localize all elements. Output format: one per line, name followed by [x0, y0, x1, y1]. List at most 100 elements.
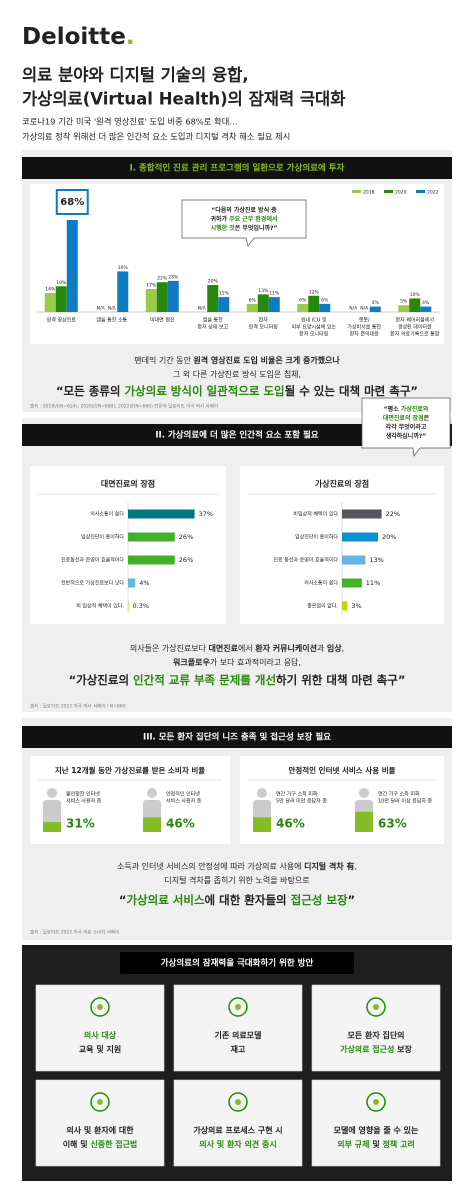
person-head [359, 788, 369, 798]
text-segment: 기존 의료모델 [215, 1030, 262, 1040]
text-segment: 보장 [394, 1044, 412, 1054]
data-label: 13% [369, 556, 383, 564]
data-label: 20% [382, 533, 396, 541]
text-segment: 하기 위한 대책 마련 촉구” [276, 673, 405, 687]
bar [55, 286, 67, 312]
source: 출처 : 2018년(N=624), 2020년(N=680), 2022년(N… [30, 403, 218, 410]
item-label: 서비스 사용자 중 [66, 798, 102, 805]
legend-label: 2020 [395, 190, 407, 196]
quote-text: “가상진료의 인간적 교류 부족 문제를 개선하기 위한 대책 마련 촉구” [69, 673, 406, 687]
question-text: 대면진료의 장점은 [383, 414, 430, 422]
data-label: N/A [97, 306, 106, 312]
text-segment: 대면진료 [209, 643, 239, 653]
category-label: 앱을 통한 소통 [96, 317, 127, 324]
item-value: 63% [378, 817, 407, 831]
card-icon [366, 1092, 386, 1112]
logo: Deloitte. [22, 24, 135, 50]
bar [128, 532, 175, 542]
card-title: 지난 12개월 동안 가상진료를 받은 소비자 비율 [55, 765, 205, 775]
text-segment: “모든 종류의 [56, 384, 124, 398]
legend-swatch [416, 190, 425, 193]
text-segment: 가상의료 방식이 일관적으로 도입 [124, 384, 284, 398]
data-label: 68% [60, 197, 84, 208]
title: 의료 분야와 디지털 기술의 융합, [22, 65, 249, 85]
bar [420, 306, 432, 312]
data-label: 3% [351, 602, 361, 610]
text-segment: 교육 및 지원 [79, 1044, 121, 1054]
text-segment: 그 외 다른 가상진료 방식 도입은 침체, [173, 369, 301, 379]
speech-bubble [361, 397, 451, 457]
question-text: “평소 가상진료와 [384, 405, 429, 413]
text-segment: 신중한 접근법 [90, 1139, 137, 1149]
category-label: 의사소통이 쉽다 [90, 511, 124, 518]
question-text: 귀하가 주요 근무 환경에서 [211, 215, 278, 223]
category-label: 챗봇/ [359, 317, 370, 324]
section-title: 가상의료의 잠재력을 극대화하기 위한 방안 [161, 958, 314, 969]
card [35, 1079, 165, 1167]
bar [268, 297, 280, 312]
bar [342, 601, 348, 611]
question-text: 각각 무엇이라고 [386, 423, 427, 431]
question-text: 생각하십니까?” [386, 432, 427, 440]
category-label: 환자 의료기록으로 통합 [390, 331, 440, 338]
data-label: 20% [208, 278, 219, 284]
text-segment: 환자 커뮤니케이션 [255, 643, 317, 653]
item-label: 안정적인 인터넷 [166, 791, 200, 798]
question-text: “다음의 가상진료 방식 중 [211, 206, 277, 214]
card [311, 984, 441, 1072]
text-segment: 에서 [238, 644, 255, 653]
card [311, 1079, 441, 1167]
card-text: 가상의료 프로세스 구현 시 [193, 1125, 282, 1135]
text-segment: 의사 대상 [84, 1030, 117, 1040]
summary-text: 팬데믹 기간 동안 원격 영상진료 도입 비율은 크게 증가했으나 [134, 355, 340, 365]
item-label: 10만 달러 이상 응답자 중 [378, 798, 433, 805]
card-text: 재고 [231, 1044, 246, 1054]
bar [342, 555, 366, 565]
card-icon-dot [373, 1004, 379, 1010]
bar [257, 294, 269, 312]
legend-label: 2022 [427, 190, 439, 196]
data-label: 4% [422, 300, 430, 306]
text-segment: 팬데믹 기간 동안 [134, 355, 193, 365]
category-label: 원격 모니터링 [249, 324, 278, 331]
card-text: 의사 및 환자 의견 중시 [199, 1139, 276, 1149]
text-segment: 귀하가 [211, 215, 230, 223]
data-label: 10% [410, 292, 421, 298]
text-segment: “다음의 가상진료 방식 중 [211, 206, 277, 214]
data-label: 30% [118, 265, 129, 271]
text-segment: 가상진료와 [401, 405, 429, 413]
data-label: 6% [321, 297, 329, 303]
data-label: 37% [199, 510, 213, 518]
legend-label: 2018 [363, 190, 375, 196]
card-icon [228, 1092, 248, 1112]
bar [308, 295, 320, 312]
bar [409, 298, 421, 312]
card-text: 외부 규제 및 정책 고려 [337, 1139, 414, 1149]
bar [246, 303, 258, 312]
data-label: 4% [139, 579, 149, 587]
card [173, 984, 303, 1072]
card-text: 기존 의료모델 [215, 1030, 262, 1040]
data-label: 23% [168, 274, 179, 280]
category-label: 가상비서를 통한 [347, 324, 381, 331]
card-text: 의사 대상 [84, 1030, 117, 1040]
text-segment: 재고 [231, 1044, 246, 1054]
text-segment: 의사 및 환자에 대한 [66, 1125, 134, 1135]
text-segment: “가상진료의 [69, 673, 133, 687]
card-text: 이해 및 신중한 접근법 [63, 1139, 138, 1149]
text-segment: 과 [317, 644, 327, 653]
card [240, 756, 444, 844]
data-label: 11% [366, 579, 380, 587]
card-title: 가상진료의 장점 [315, 479, 369, 489]
bar [128, 578, 136, 588]
question-text: 시행한 것은 무엇입니까?” [211, 224, 278, 232]
summary-text: 그 외 다른 가상진료 방식 도입은 침체, [173, 369, 301, 379]
text-segment: 이해 및 [63, 1139, 91, 1149]
section-title: I. 종합적인 진료 관리 프로그램의 일환으로 가상의료에 투자 [130, 163, 345, 174]
data-label: 0.3% [133, 602, 150, 610]
data-label: 26% [179, 556, 193, 564]
text-segment: 주요 근무 환경에서 [229, 215, 277, 223]
text-segment: 에 대한 환자들의 [205, 893, 291, 907]
